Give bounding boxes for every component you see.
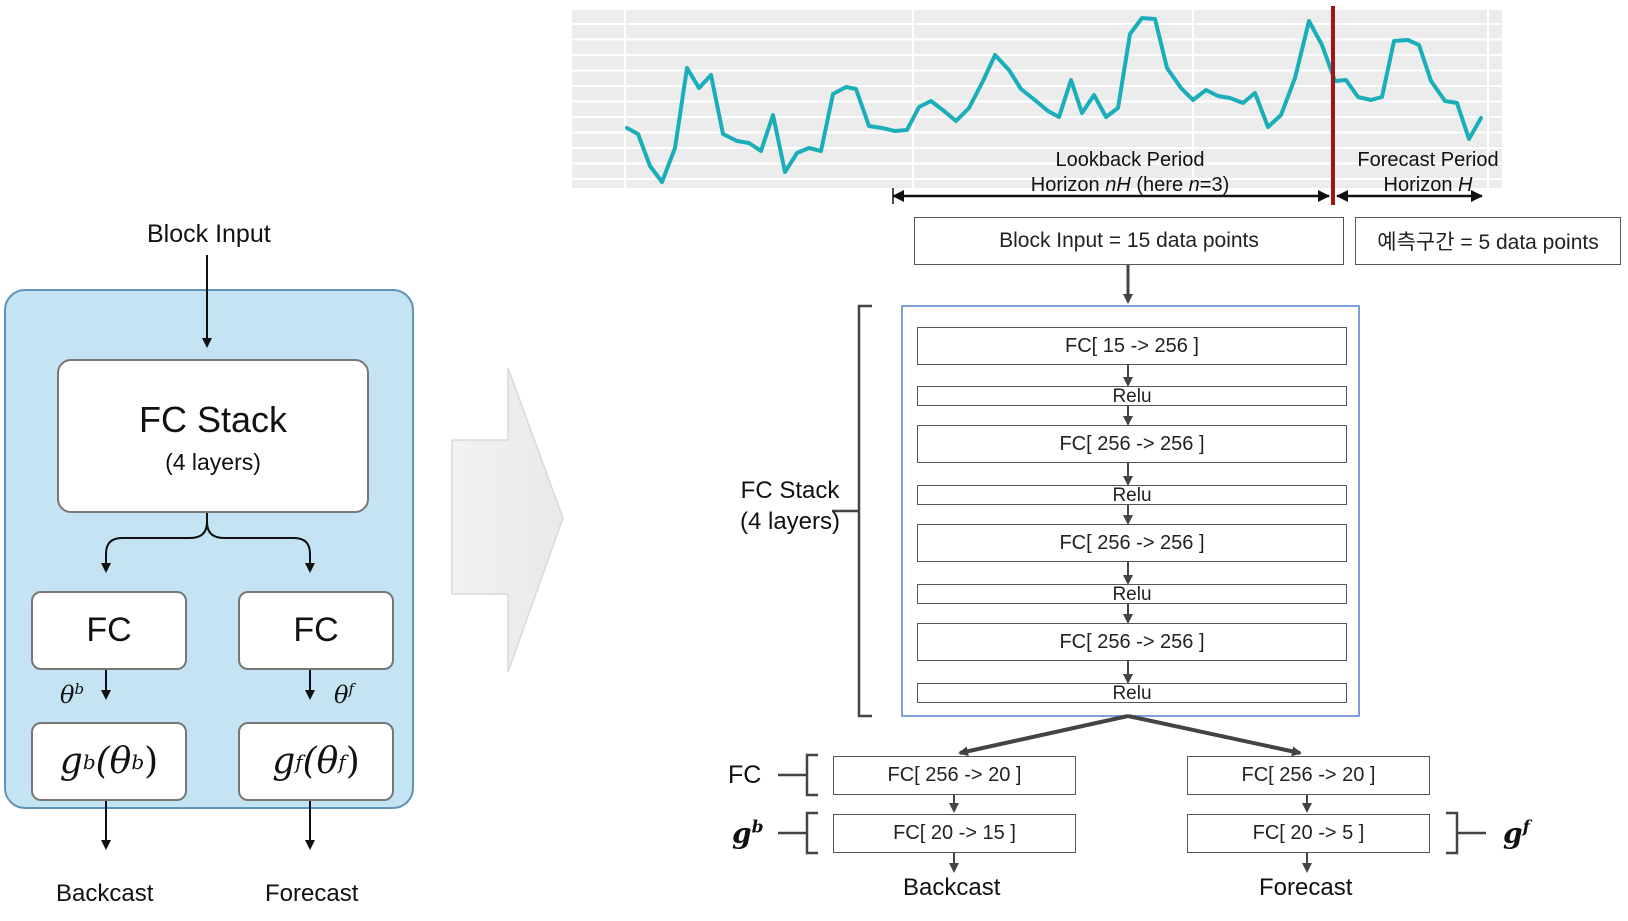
right-gf-box: FC[ 20 -> 5 ] <box>1187 814 1430 853</box>
theta-b-label: θb <box>60 680 85 709</box>
left-fc-stack-sub: (4 layers) <box>165 448 261 475</box>
left-fc-backcast-box: FC <box>31 591 187 670</box>
forecast-window-box: 예측구간 = 5 data points <box>1355 217 1621 265</box>
right-forecast-label: Forecast <box>1259 874 1353 901</box>
gb-bracket-label: gb <box>732 817 764 850</box>
theta-f-label: θf <box>334 680 355 709</box>
big-transition-arrow <box>451 367 564 673</box>
stack-fc-layer: FC[ 256 -> 256 ] <box>917 425 1347 463</box>
bracket-gb <box>805 811 818 855</box>
stack-fc-layer: FC[ 256 -> 256 ] <box>917 524 1347 562</box>
right-backcast-label: Backcast <box>903 874 1001 901</box>
stack-relu-layer: Relu <box>917 584 1347 604</box>
timeseries-chart <box>572 6 1502 205</box>
block-input-box: Block Input = 15 data points <box>914 217 1344 265</box>
fc-bracket-label: FC <box>728 761 762 789</box>
arrow-stack-split <box>101 497 208 573</box>
left-backcast-label: Backcast <box>56 880 154 907</box>
arrow-stack-to-backcast-branch <box>958 714 1129 757</box>
bracket-gf <box>1446 811 1459 855</box>
timeseries-line <box>625 16 1483 184</box>
right-fc-forecast-box: FC[ 256 -> 20 ] <box>1187 756 1430 795</box>
fc-stack-side-label: FC Stack (4 layers) <box>739 477 841 535</box>
left-gf-box: g f (θ f) <box>238 722 394 801</box>
right-gb-box: FC[ 20 -> 15 ] <box>833 814 1076 853</box>
forecast-period-label: Forecast Period Horizon H <box>1357 149 1499 196</box>
left-block-input-label: Block Input <box>147 220 271 248</box>
left-fc-forecast-label: FC <box>293 611 339 649</box>
right-fc-backcast-box: FC[ 256 -> 20 ] <box>833 756 1076 795</box>
stack-relu-layer: Relu <box>917 683 1347 703</box>
arrow-stack-to-forecast-branch <box>1127 714 1302 757</box>
gf-bracket-label: gf <box>1503 817 1530 850</box>
stack-fc-layer: FC[ 256 -> 256 ] <box>917 623 1347 661</box>
left-forecast-label: Forecast <box>265 880 359 907</box>
stack-relu-layer: Relu <box>917 386 1347 406</box>
left-fc-stack-title: FC Stack <box>138 398 288 440</box>
lookback-period-label: Lookback Period Horizon nH (here n=3) <box>1030 149 1230 196</box>
bracket-fc <box>805 753 818 797</box>
left-fc-forecast-box: FC <box>238 591 394 670</box>
left-fc-stack-box: FC Stack (4 layers) <box>57 359 369 513</box>
stack-fc-layer: FC[ 15 -> 256 ] <box>917 327 1347 365</box>
left-fc-backcast-label: FC <box>86 611 132 649</box>
left-gb-box: g b (θ b) <box>31 722 187 801</box>
stack-relu-layer: Relu <box>917 485 1347 505</box>
